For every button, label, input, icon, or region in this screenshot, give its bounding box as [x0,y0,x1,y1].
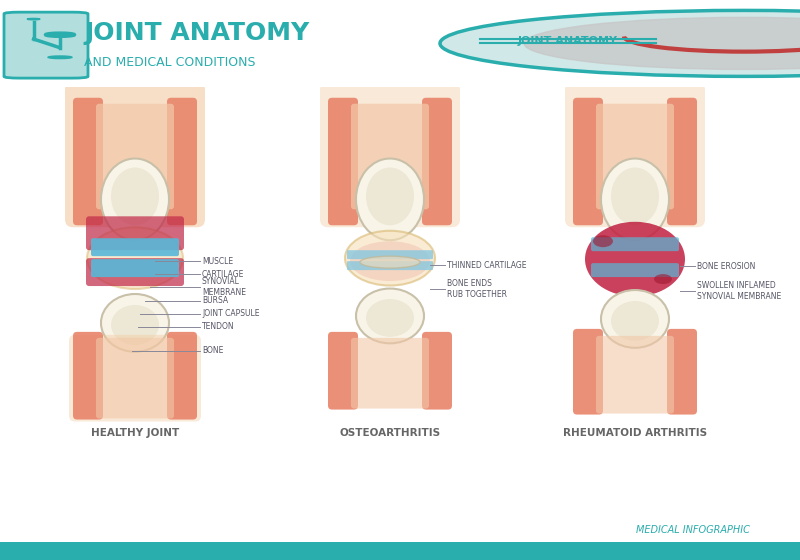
FancyBboxPatch shape [591,263,679,277]
Ellipse shape [611,167,659,225]
FancyBboxPatch shape [422,98,452,225]
FancyBboxPatch shape [596,336,674,413]
Ellipse shape [350,241,430,281]
FancyBboxPatch shape [73,332,103,419]
FancyBboxPatch shape [320,82,460,227]
Text: SWOLLEN INFLAMED
SYNOVIAL MEMBRANE: SWOLLEN INFLAMED SYNOVIAL MEMBRANE [697,281,782,301]
FancyBboxPatch shape [86,258,184,286]
Text: MUSCLE: MUSCLE [202,256,233,265]
Ellipse shape [360,256,420,268]
FancyBboxPatch shape [96,338,174,418]
FancyBboxPatch shape [0,542,800,560]
Text: AND MEDICAL CONDITIONS: AND MEDICAL CONDITIONS [84,56,255,69]
Ellipse shape [366,167,414,225]
Text: MEDICAL INFOGRAPHIC: MEDICAL INFOGRAPHIC [636,525,750,535]
Circle shape [48,56,72,59]
Text: TENDON: TENDON [202,323,234,332]
Text: HEALTHY JOINT: HEALTHY JOINT [91,428,179,438]
Ellipse shape [345,231,435,286]
Text: BONE ENDS
RUB TOGETHER: BONE ENDS RUB TOGETHER [447,279,507,298]
Circle shape [27,18,40,20]
FancyBboxPatch shape [596,104,674,209]
Text: JOINT CAPSULE: JOINT CAPSULE [202,310,259,319]
FancyBboxPatch shape [573,329,603,414]
FancyBboxPatch shape [573,98,603,225]
Text: SYNOVIAL
MEMBRANE: SYNOVIAL MEMBRANE [202,277,246,297]
Text: BURSA: BURSA [202,296,228,306]
FancyBboxPatch shape [351,104,429,209]
FancyBboxPatch shape [667,98,697,225]
FancyBboxPatch shape [328,98,358,225]
Ellipse shape [356,158,424,240]
FancyBboxPatch shape [65,82,205,227]
Ellipse shape [366,299,414,337]
Ellipse shape [111,167,159,225]
Circle shape [440,11,800,76]
Text: BONE EROSION: BONE EROSION [697,262,755,270]
FancyBboxPatch shape [86,216,184,250]
Ellipse shape [601,290,669,348]
Text: BONE: BONE [202,346,223,355]
FancyBboxPatch shape [96,104,174,209]
Text: CARTILAGE: CARTILAGE [202,269,244,278]
FancyBboxPatch shape [73,98,103,225]
FancyBboxPatch shape [422,332,452,409]
Ellipse shape [101,294,169,352]
Text: RHEUMATOID ARTHRITIS: RHEUMATOID ARTHRITIS [563,428,707,438]
Ellipse shape [101,158,169,240]
FancyBboxPatch shape [4,12,88,78]
FancyBboxPatch shape [91,259,179,277]
Ellipse shape [356,288,424,343]
FancyBboxPatch shape [565,82,705,227]
Ellipse shape [524,17,800,69]
Text: JOINT ANATOMY: JOINT ANATOMY [84,21,310,45]
FancyBboxPatch shape [167,332,197,419]
Ellipse shape [87,227,183,289]
Ellipse shape [593,235,613,247]
Text: JOINT ANATOMY: JOINT ANATOMY [518,36,618,46]
Ellipse shape [585,222,685,296]
FancyBboxPatch shape [347,261,433,270]
FancyBboxPatch shape [591,237,679,251]
Ellipse shape [601,158,669,240]
Text: OSTEOARTHRITIS: OSTEOARTHRITIS [339,428,441,438]
FancyBboxPatch shape [347,250,433,259]
FancyBboxPatch shape [69,335,201,422]
Text: THINNED CARTILAGE: THINNED CARTILAGE [447,260,526,269]
Ellipse shape [111,305,159,345]
Ellipse shape [611,301,659,341]
FancyBboxPatch shape [328,332,358,409]
Ellipse shape [654,274,672,284]
FancyBboxPatch shape [167,98,197,225]
FancyBboxPatch shape [351,338,429,409]
FancyBboxPatch shape [91,238,179,256]
FancyBboxPatch shape [667,329,697,414]
